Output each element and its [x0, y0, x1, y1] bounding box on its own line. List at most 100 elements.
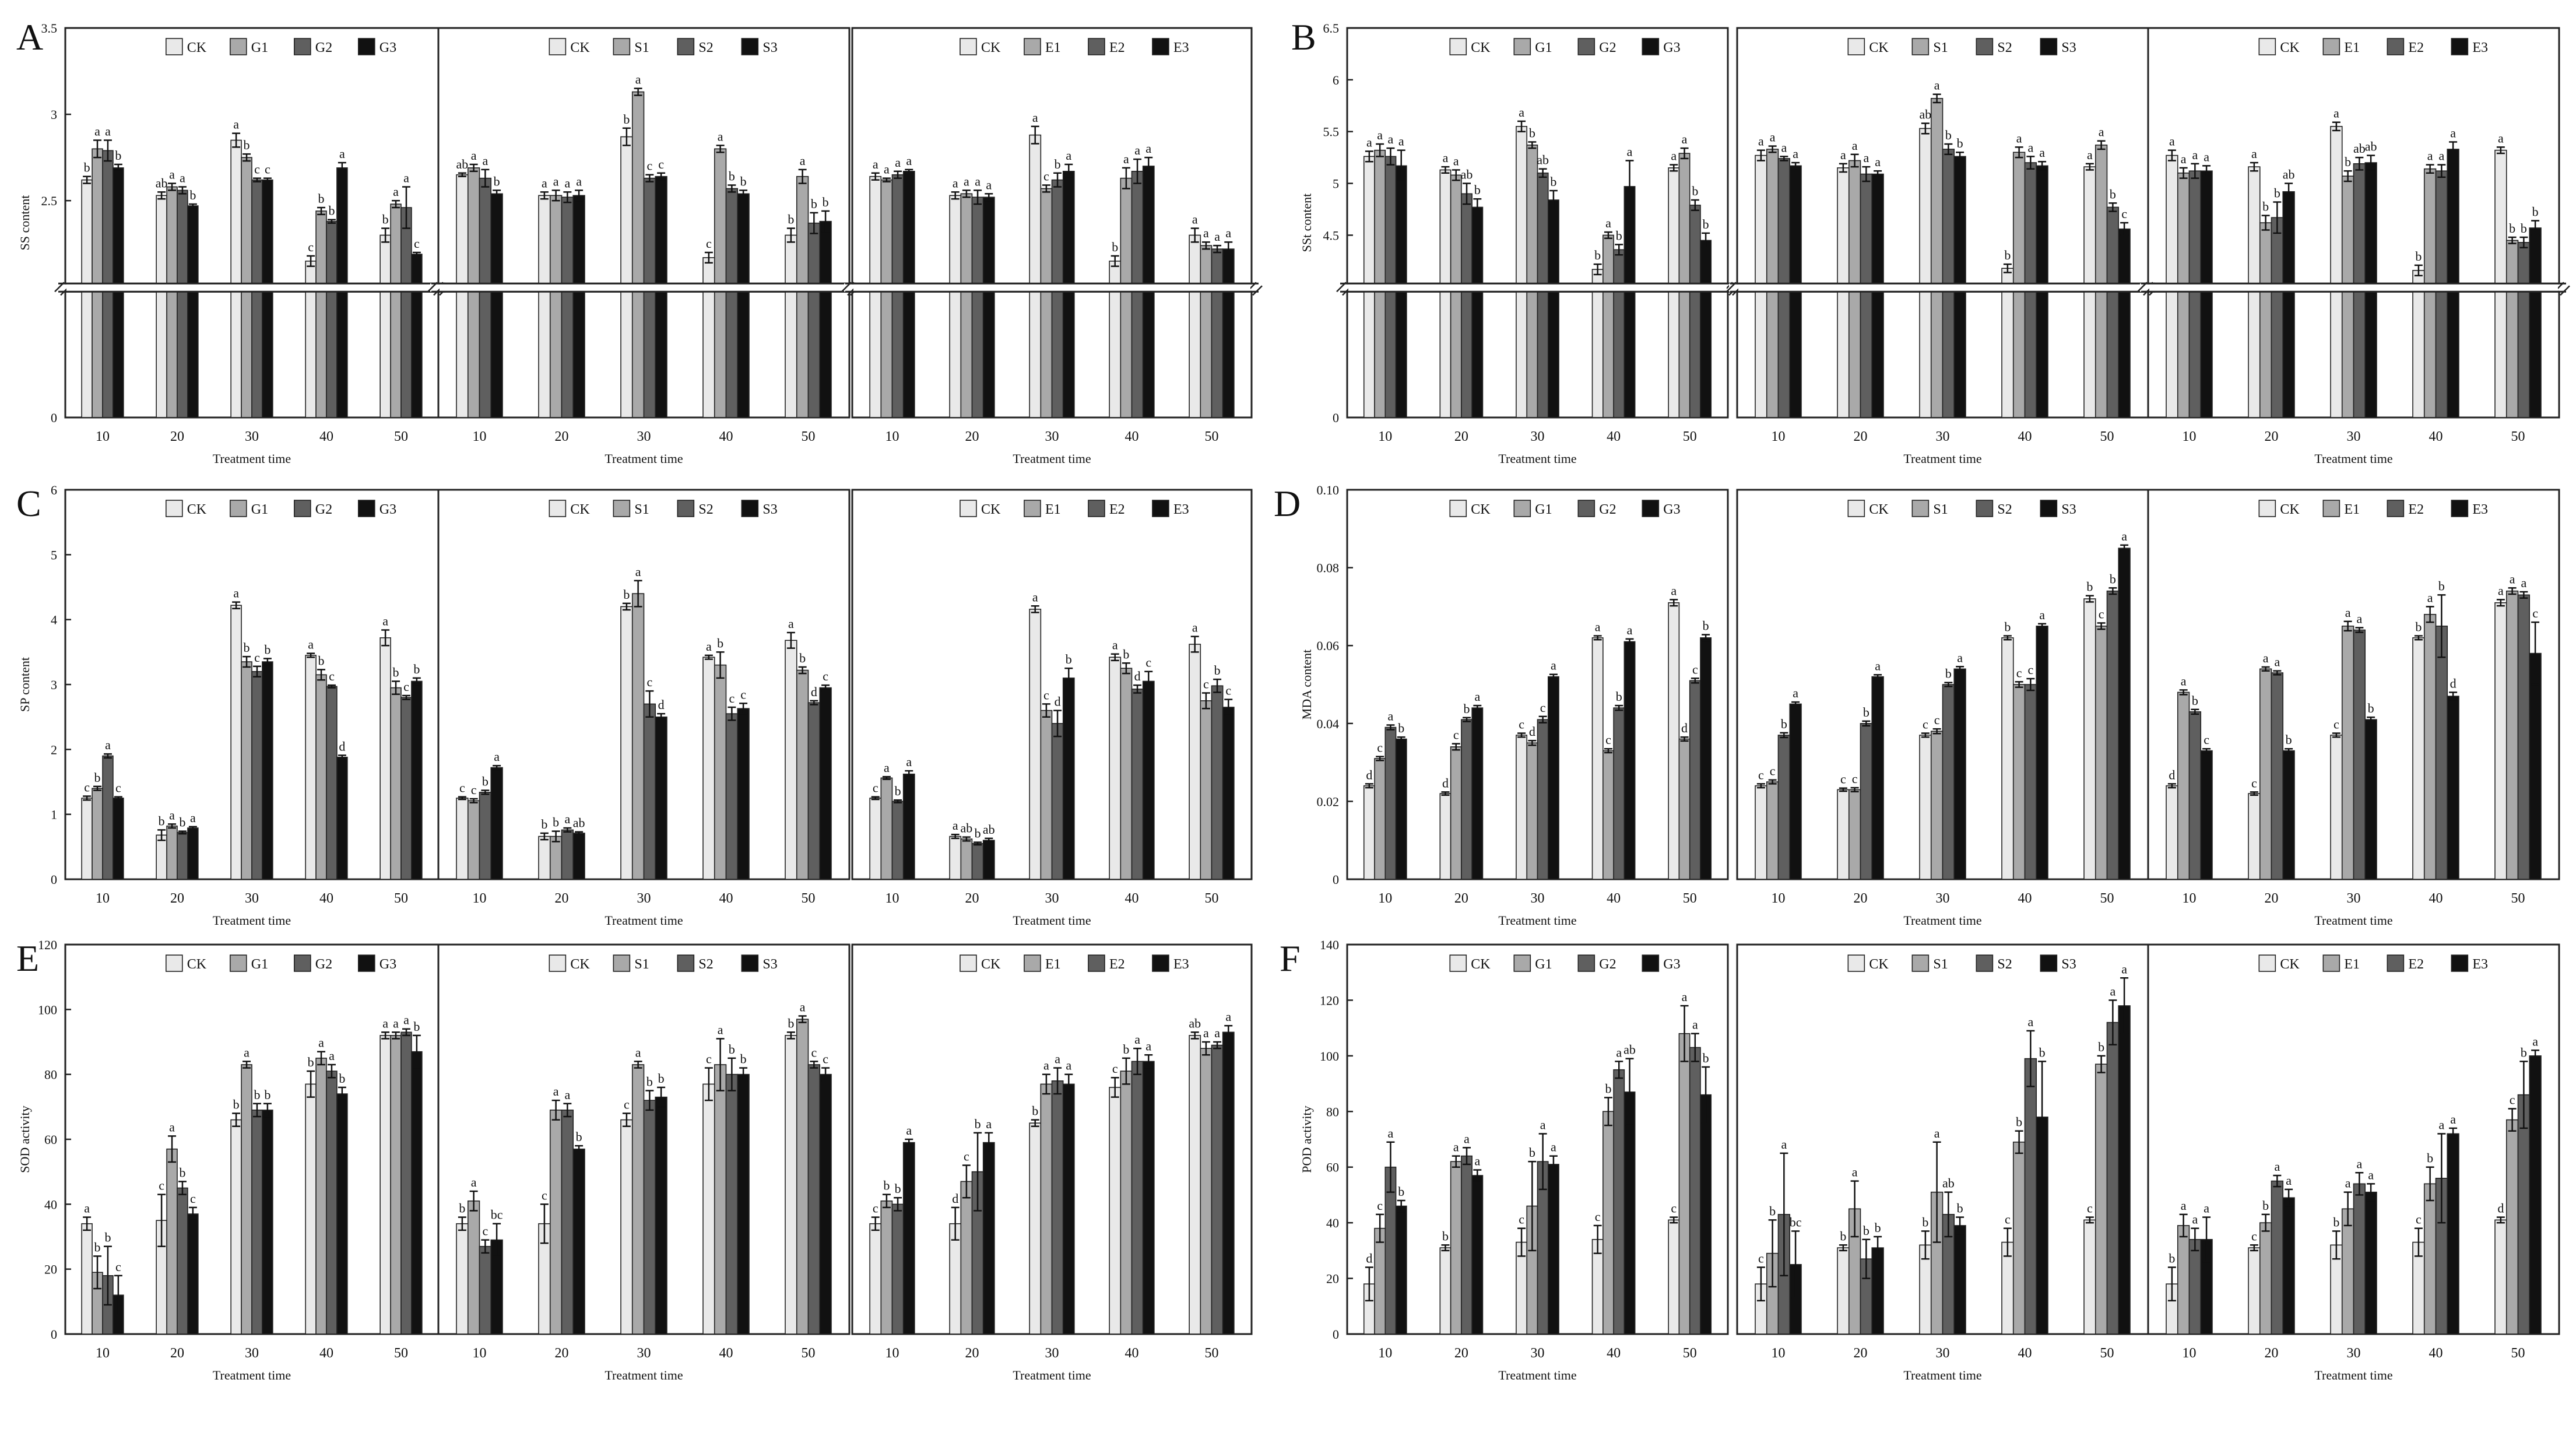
significance-label: b	[233, 1097, 240, 1111]
significance-label: a	[2450, 125, 2456, 140]
legend-label: CK	[1471, 957, 1491, 972]
bar-s1	[631, 1064, 645, 1335]
bar-ck	[1029, 609, 1042, 880]
x-tick-label: 40	[1607, 1346, 1621, 1361]
significance-label: a	[494, 749, 500, 764]
significance-label: b	[2521, 221, 2527, 236]
bar-s1	[549, 1110, 563, 1335]
significance-label: a	[1377, 128, 1383, 142]
significance-label: a	[2510, 571, 2515, 586]
significance-label: c	[1043, 169, 1049, 183]
legend-swatch	[1024, 954, 1041, 972]
significance-label: a	[1443, 150, 1449, 165]
significance-label: a	[953, 818, 958, 833]
significance-label: b	[2262, 1198, 2269, 1213]
bar-ck	[1516, 735, 1528, 880]
x-tick-label: 40	[2429, 1346, 2443, 1361]
bar-g1	[1602, 234, 1614, 418]
bar-ck	[785, 640, 797, 880]
bar-ck	[1189, 234, 1201, 418]
x-tick-label: 40	[2429, 891, 2443, 906]
bar-ck	[156, 195, 167, 418]
significance-label: d	[1134, 669, 1141, 683]
significance-label: a	[564, 812, 570, 826]
bar-g1	[166, 1148, 178, 1335]
significance-label: a	[1692, 1017, 1698, 1032]
bar-ck	[1668, 1219, 1680, 1335]
significance-label: b	[2192, 693, 2198, 708]
significance-label: a	[1398, 134, 1404, 149]
significance-label: a	[318, 1036, 324, 1050]
x-tick-label: 50	[2511, 1346, 2525, 1361]
legend-swatch	[2451, 38, 2469, 55]
legend-label: S1	[634, 40, 649, 55]
significance-label: b	[1529, 1145, 1535, 1160]
bar-ck	[2248, 1247, 2261, 1335]
bar-s2	[1942, 684, 1955, 880]
bar-g3	[1700, 637, 1712, 880]
bar-s3	[2118, 547, 2131, 880]
significance-label: ab	[1189, 1016, 1201, 1030]
significance-label: ab	[1537, 153, 1549, 167]
significance-label: c	[1145, 655, 1151, 670]
bar-g1	[1450, 746, 1462, 880]
bar-g3	[1471, 707, 1484, 880]
bar-g1	[241, 661, 252, 880]
legend-swatch	[1449, 38, 1467, 55]
legend-swatch	[960, 38, 977, 55]
significance-label: a	[1595, 620, 1601, 634]
significance-label: a	[1474, 689, 1480, 704]
legend-label: E2	[2408, 40, 2424, 55]
significance-label: a	[906, 1123, 912, 1138]
legend-swatch	[960, 954, 977, 972]
y-axis-label: SSt content	[1299, 194, 1314, 252]
legend: CK G1 G2 G3	[165, 954, 396, 972]
x-axis-label: Treatment time	[1013, 1368, 1091, 1382]
significance-label: c	[624, 1097, 630, 1111]
y-tick-label: 120	[38, 938, 57, 952]
significance-label: a	[1192, 212, 1198, 227]
bar-e1	[1120, 1071, 1133, 1335]
significance-label: b	[179, 1165, 185, 1180]
significance-label: b	[1605, 1081, 1611, 1096]
bar-s3	[572, 833, 585, 880]
bar-s1	[2012, 1141, 2026, 1335]
significance-label: a	[1055, 1052, 1060, 1066]
significance-label: b	[2098, 1040, 2104, 1054]
legend: CK G1 G2 G3	[165, 38, 396, 55]
significance-label: c	[2251, 775, 2257, 790]
legend-label: S3	[762, 502, 777, 517]
significance-label: c	[471, 782, 477, 797]
significance-label: a	[564, 176, 570, 190]
bar-g2	[1461, 1155, 1472, 1335]
bar-e1	[2423, 613, 2437, 880]
significance-label: a	[2274, 1159, 2280, 1174]
legend-swatch	[1976, 38, 1994, 55]
significance-label: a	[1388, 708, 1394, 723]
x-tick-label: 40	[2429, 429, 2443, 444]
bar-e1	[2505, 240, 2519, 418]
bar-g2	[177, 1187, 188, 1335]
significance-label: a	[542, 176, 547, 190]
bar-e2	[2435, 626, 2448, 880]
x-tick-label: 40	[719, 891, 733, 906]
legend-label: G2	[1599, 40, 1616, 55]
legend-label: E3	[2472, 957, 2488, 972]
legend-label: G2	[315, 40, 332, 55]
x-axis-label: Treatment time	[605, 913, 683, 928]
significance-label: a	[953, 176, 958, 190]
bar-ck	[1439, 169, 1452, 418]
bar-e2	[971, 843, 984, 880]
bar-ck	[620, 1119, 633, 1335]
significance-label: b	[646, 1075, 653, 1089]
significance-label: a	[2192, 1212, 2198, 1227]
x-tick-label: 50	[2100, 1346, 2114, 1361]
significance-label: a	[884, 162, 890, 177]
bar-s1	[631, 593, 645, 880]
bar-e3	[2529, 1055, 2542, 1335]
x-tick-label: 10	[473, 429, 487, 444]
legend-swatch	[357, 954, 375, 972]
significance-label: a	[2204, 149, 2209, 164]
